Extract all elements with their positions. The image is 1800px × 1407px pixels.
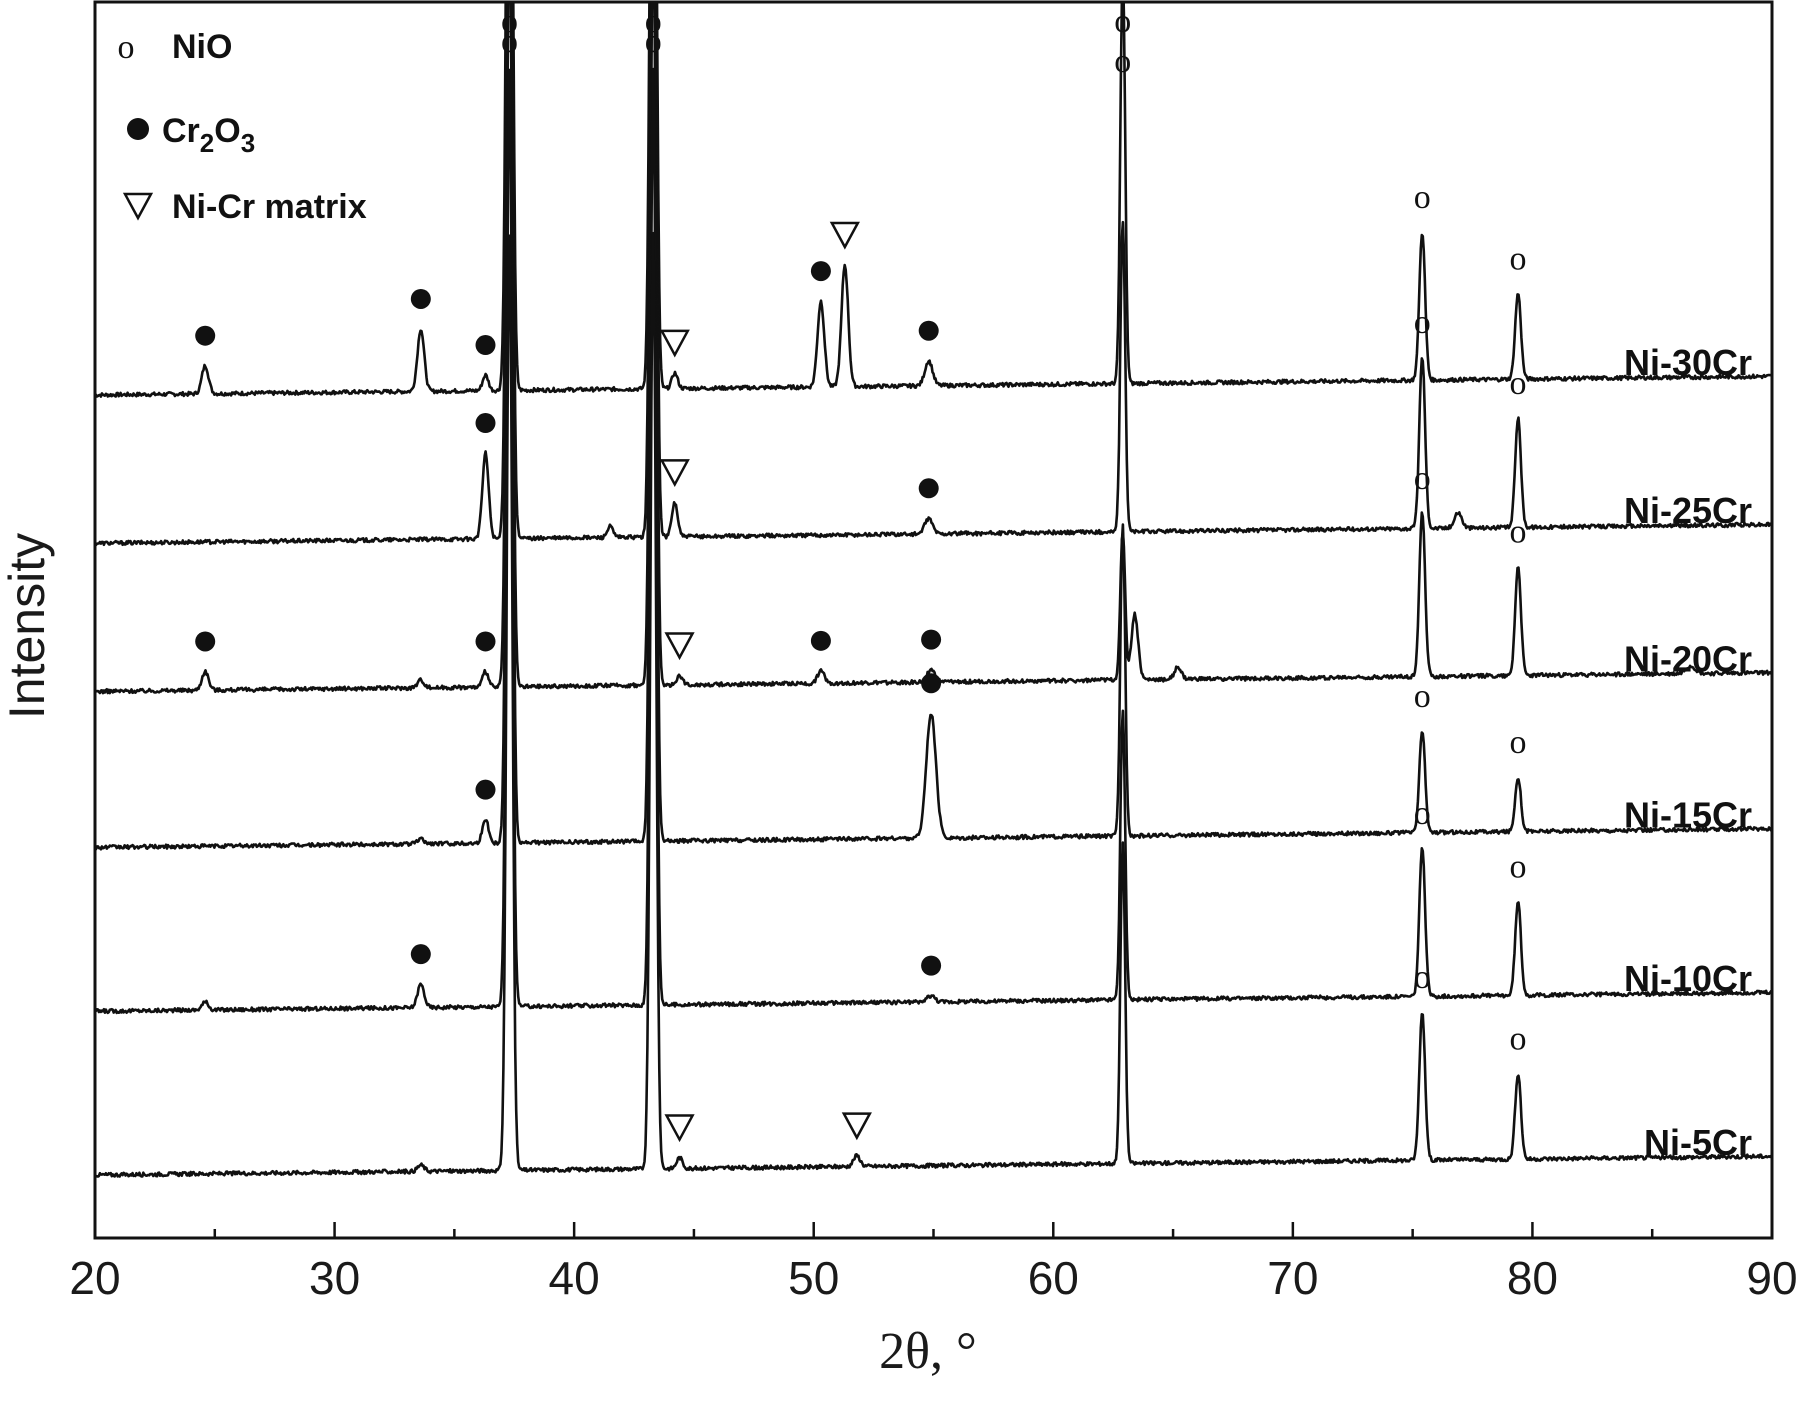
- cr2o3-marker: [918, 478, 939, 499]
- cr2o3-marker: [195, 631, 216, 652]
- cr2o3-marker: [475, 335, 496, 356]
- nio-marker: o: [1510, 240, 1527, 277]
- cr2o3-marker: [410, 288, 431, 309]
- nio-marker: o: [1414, 795, 1431, 832]
- legend-nio-symbol: o: [118, 29, 135, 66]
- y-axis-title: Intensity: [0, 533, 55, 719]
- legend-nio-label: NiO: [172, 28, 232, 66]
- matrix-marker: [664, 632, 695, 661]
- series-group: [95, 2, 1772, 1178]
- nio-marker: o: [1510, 724, 1527, 761]
- x-axis-ticks: [93, 1222, 1774, 1238]
- nio-marker: o: [1510, 1020, 1527, 1057]
- series-label: Ni-25Cr: [1624, 490, 1752, 531]
- x-axis-title: 2θ, °: [879, 1323, 977, 1380]
- nio-marker: o: [1510, 365, 1527, 402]
- cr2o3-marker: [918, 320, 939, 341]
- series-label: Ni-5Cr: [1644, 1122, 1752, 1163]
- series-label: Ni-20Cr: [1624, 638, 1752, 679]
- cr2o3-marker: [921, 955, 942, 976]
- nio-marker: o: [1414, 304, 1431, 341]
- cr2o3-marker: [921, 629, 942, 650]
- x-tick-label: 60: [1028, 1252, 1079, 1304]
- cr2o3-marker: [410, 944, 431, 965]
- series-line-ni-10cr: [95, 67, 1772, 1015]
- series-line-ni-30cr: [95, 2, 1772, 398]
- matrix-marker: [659, 329, 690, 358]
- nio-marker: o: [1114, 3, 1131, 40]
- cr2o3-marker: [810, 630, 831, 651]
- x-tick-label: 30: [309, 1252, 360, 1304]
- legend-matrix-symbol: [122, 192, 154, 221]
- matrix-marker: [829, 221, 860, 250]
- nio-marker: o: [1510, 849, 1527, 886]
- series-label: Ni-15Cr: [1624, 794, 1752, 835]
- x-axis-tick-labels: 20 30 40 50 60 70 80 90: [69, 1252, 1797, 1304]
- x-tick-label: 90: [1746, 1252, 1797, 1304]
- nio-marker: o: [501, 23, 518, 60]
- nio-marker: o: [1414, 678, 1431, 715]
- series-label: Ni-10Cr: [1624, 958, 1752, 999]
- series-line-ni-25cr: [95, 2, 1772, 547]
- matrix-marker: [659, 459, 690, 488]
- x-tick-label: 50: [788, 1252, 839, 1304]
- cr2o3-marker: [195, 325, 216, 346]
- x-tick-label: 70: [1267, 1252, 1318, 1304]
- matrix-marker: [664, 1114, 695, 1143]
- x-tick-label: 20: [69, 1252, 120, 1304]
- x-tick-label: 80: [1507, 1252, 1558, 1304]
- legend-cr2o3-symbol: [127, 118, 149, 140]
- series-line-ni-5cr: [95, 231, 1772, 1178]
- nio-marker: o: [1510, 513, 1527, 550]
- x-tick-label: 40: [549, 1252, 600, 1304]
- cr2o3-marker: [475, 631, 496, 652]
- nio-marker: o: [1414, 460, 1431, 497]
- series-labels: Ni-30Cr Ni-25Cr Ni-20Cr Ni-15Cr Ni-10Cr Ni-5C…: [1624, 342, 1752, 1163]
- nio-marker: o: [645, 23, 662, 60]
- legend-cr2o3-label: Cr2O3: [162, 112, 255, 158]
- nio-marker: o: [1114, 43, 1131, 80]
- legend: o NiO Cr2O3 Ni-Cr matrix: [118, 28, 367, 226]
- nio-marker: o: [1414, 959, 1431, 996]
- series-line-ni-15cr: [95, 2, 1772, 851]
- series-line-ni-20cr: [95, 2, 1772, 695]
- series-label: Ni-30Cr: [1624, 342, 1752, 383]
- nio-marker: o: [501, 3, 518, 40]
- cr2o3-marker: [475, 779, 496, 800]
- matrix-marker: [841, 1112, 872, 1141]
- cr2o3-marker: [810, 261, 831, 282]
- cr2o3-marker: [921, 673, 942, 694]
- cr2o3-marker: [475, 413, 496, 434]
- legend-matrix-label: Ni-Cr matrix: [172, 188, 367, 226]
- nio-marker: o: [645, 3, 662, 40]
- nio-marker: o: [1414, 179, 1431, 216]
